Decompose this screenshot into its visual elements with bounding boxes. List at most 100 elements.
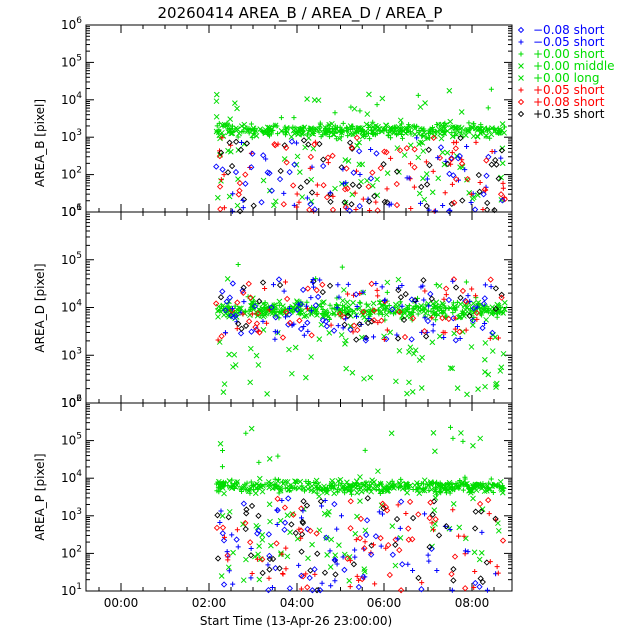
data-point xyxy=(501,299,508,306)
data-point xyxy=(274,495,281,502)
data-point xyxy=(283,132,289,138)
data-point xyxy=(347,326,354,333)
data-point xyxy=(375,320,381,326)
data-point xyxy=(266,484,273,491)
data-point xyxy=(386,132,392,138)
data-point xyxy=(366,91,372,98)
data-point xyxy=(305,555,311,562)
data-point xyxy=(343,165,350,172)
data-point xyxy=(241,128,247,134)
data-point xyxy=(340,166,346,172)
data-point xyxy=(426,543,433,551)
y-tick-label: 102 xyxy=(61,394,82,410)
data-point xyxy=(348,144,355,151)
data-point xyxy=(253,133,260,139)
data-point xyxy=(344,185,351,192)
data-point xyxy=(218,573,225,579)
data-point xyxy=(472,579,479,587)
data-point xyxy=(362,527,369,534)
data-point xyxy=(252,482,258,488)
data-point xyxy=(484,199,491,207)
data-point xyxy=(370,300,377,307)
data-point xyxy=(269,585,275,591)
data-point xyxy=(213,91,220,98)
data-point xyxy=(437,144,445,151)
data-point xyxy=(230,314,237,321)
data-point xyxy=(276,281,284,289)
data-point xyxy=(341,199,348,206)
data-point xyxy=(311,480,317,486)
data-point xyxy=(342,204,349,211)
data-point xyxy=(418,586,425,593)
data-point xyxy=(476,188,483,195)
data-point xyxy=(360,482,367,489)
data-point xyxy=(332,185,338,192)
data-point xyxy=(398,126,404,133)
data-point xyxy=(450,500,457,507)
data-point xyxy=(228,307,236,314)
data-point xyxy=(442,190,448,196)
data-point xyxy=(362,539,368,545)
data-point xyxy=(488,131,495,138)
data-point xyxy=(222,330,228,336)
data-point xyxy=(255,362,262,368)
data-point xyxy=(456,328,463,335)
data-point xyxy=(472,508,479,515)
data-point xyxy=(263,156,269,162)
data-point xyxy=(426,303,432,309)
data-point xyxy=(283,144,290,151)
data-point xyxy=(487,486,494,492)
legend-item: +0.05 short xyxy=(518,83,605,97)
data-point xyxy=(408,161,414,167)
data-point xyxy=(234,126,241,133)
data-point xyxy=(259,569,266,577)
data-point xyxy=(374,287,380,293)
panel-1: 101 102 103 104 105 106 xyxy=(61,16,513,219)
data-point xyxy=(477,435,484,442)
data-point xyxy=(260,327,267,333)
data-point xyxy=(253,320,261,327)
data-point xyxy=(439,310,445,316)
data-point xyxy=(296,126,302,132)
data-point xyxy=(297,301,304,308)
data-point xyxy=(483,133,490,139)
data-point xyxy=(288,138,296,145)
data-point xyxy=(421,297,427,303)
data-point xyxy=(487,559,493,565)
data-point xyxy=(447,527,453,533)
data-point xyxy=(426,514,433,522)
data-point xyxy=(354,573,360,579)
data-point xyxy=(298,535,304,541)
data-point xyxy=(220,537,228,544)
data-point xyxy=(381,336,387,342)
data-point xyxy=(401,152,408,158)
data-point xyxy=(259,532,266,538)
data-point xyxy=(218,177,224,183)
data-point xyxy=(218,333,225,340)
data-point xyxy=(276,565,283,572)
legend-marker xyxy=(518,51,524,57)
data-point xyxy=(334,487,340,493)
data-point xyxy=(415,92,421,98)
data-point xyxy=(389,306,396,313)
data-point xyxy=(323,534,330,541)
y-tick-label: 105 xyxy=(61,432,82,448)
data-point xyxy=(255,527,262,534)
data-point xyxy=(279,551,285,557)
data-point xyxy=(269,310,276,317)
data-point xyxy=(411,297,419,304)
data-point xyxy=(325,160,331,166)
data-point xyxy=(380,505,387,512)
data-point xyxy=(490,489,496,495)
data-point xyxy=(305,135,312,141)
data-point xyxy=(254,530,261,537)
data-point xyxy=(217,520,223,526)
data-point xyxy=(312,309,318,315)
data-point xyxy=(412,347,419,354)
data-point xyxy=(472,568,478,574)
data-point xyxy=(337,486,344,493)
data-point xyxy=(384,327,390,333)
data-point xyxy=(439,149,446,156)
data-point xyxy=(342,157,349,163)
data-point xyxy=(284,553,291,560)
